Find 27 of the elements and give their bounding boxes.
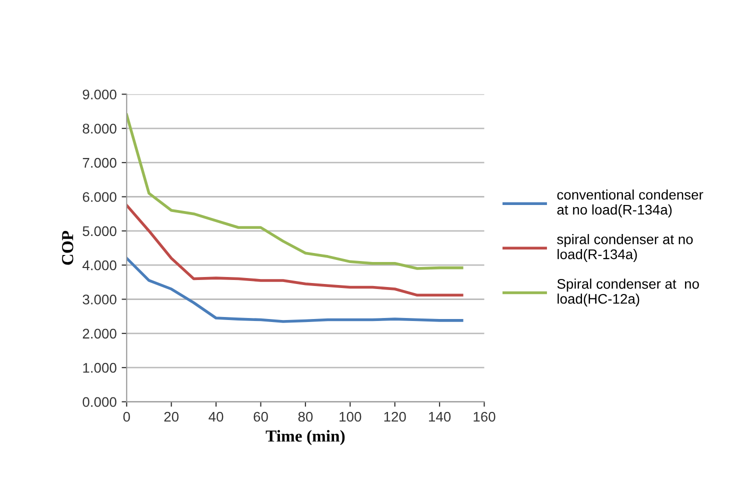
y-tick-label: 0.000	[82, 397, 116, 407]
y-tick-label: 5.000	[82, 226, 116, 236]
y-axis-title: COP	[62, 230, 74, 265]
x-tick-label: 120	[384, 412, 406, 422]
y-tick-label: 2.000	[82, 328, 116, 339]
legend-label: conventional condenser at no load(R-134a)	[557, 189, 704, 218]
y-tick-label: 1.000	[83, 362, 116, 373]
y-tick-label: 3.000	[82, 294, 116, 304]
y-tick-label: 4.000	[82, 260, 116, 270]
y-tick-label: 7.000	[82, 158, 116, 168]
line-series	[126, 204, 464, 297]
legend-label: spiral condenser at no load(R-134a)	[557, 234, 693, 262]
line-series	[126, 256, 464, 323]
x-tick-label: 140	[429, 412, 451, 422]
x-tick-label: 40	[208, 412, 224, 422]
y-tick-label: 9.000	[82, 90, 116, 100]
x-tick-label: 20	[164, 412, 179, 422]
x-tick-label: 80	[298, 412, 313, 422]
x-axis-title: Time (min)	[266, 430, 345, 446]
y-tick-label: 8.000	[82, 124, 116, 134]
x-tick-label: 0	[123, 412, 130, 422]
x-tick-label: 160	[474, 412, 496, 422]
legend-label: Spiral condenser at no load(HC-12a)	[557, 278, 699, 307]
line-series	[126, 113, 464, 270]
x-tick-label: 100	[340, 412, 362, 422]
y-tick-label: 6.000	[82, 192, 116, 202]
x-tick-label: 60	[254, 412, 268, 422]
